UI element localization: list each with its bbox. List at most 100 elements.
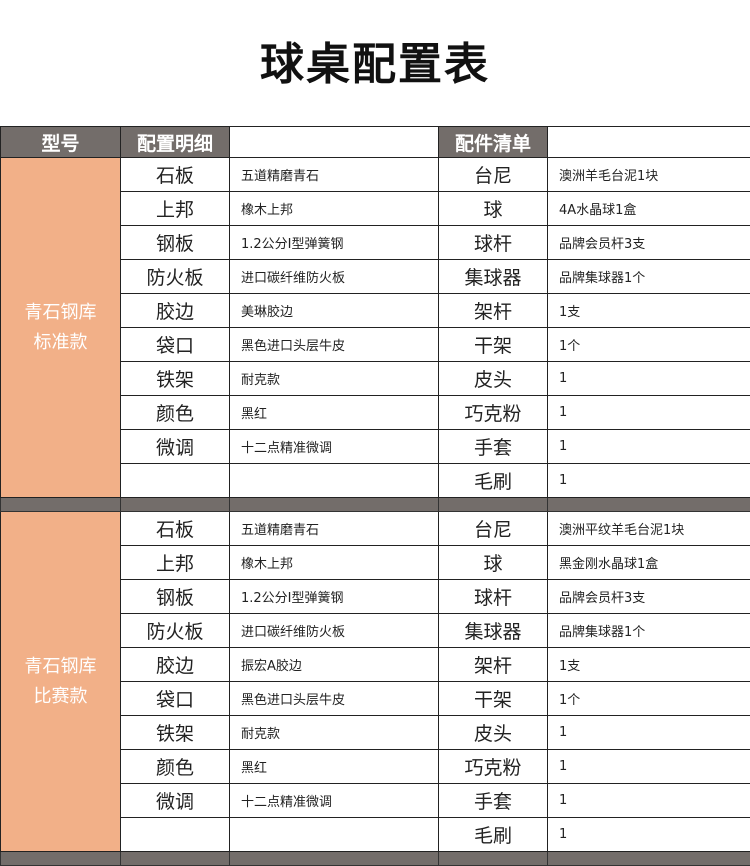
accessory-desc: 1个 bbox=[548, 682, 750, 716]
config-desc: 十二点精准微调 bbox=[230, 784, 439, 818]
accessory-item: 球杆 bbox=[439, 226, 548, 260]
config-desc: 黑色进口头层牛皮 bbox=[230, 682, 439, 716]
accessory-desc: 1 bbox=[548, 430, 750, 464]
accessory-item: 球 bbox=[439, 546, 548, 580]
accessory-desc: 品牌集球器1个 bbox=[548, 614, 750, 648]
accessory-desc: 1 bbox=[548, 464, 750, 498]
config-item: 上邦 bbox=[121, 546, 230, 580]
header-model: 型号 bbox=[1, 127, 121, 158]
accessory-item: 巧克粉 bbox=[439, 750, 548, 784]
accessory-desc: 1支 bbox=[548, 294, 750, 328]
config-desc: 耐克款 bbox=[230, 716, 439, 750]
header-row: 型号 配置明细 配件清单 bbox=[1, 127, 750, 158]
config-desc: 振宏A胶边 bbox=[230, 648, 439, 682]
accessory-item: 干架 bbox=[439, 328, 548, 362]
config-item: 防火板 bbox=[121, 614, 230, 648]
config-desc: 进口碳纤维防火板 bbox=[230, 260, 439, 294]
config-item: 铁架 bbox=[121, 362, 230, 396]
accessory-item: 集球器 bbox=[439, 614, 548, 648]
separator-cell bbox=[1, 852, 121, 866]
accessory-item: 台尼 bbox=[439, 512, 548, 546]
config-item bbox=[121, 818, 230, 852]
accessory-item: 巧克粉 bbox=[439, 396, 548, 430]
config-item: 钢板 bbox=[121, 580, 230, 614]
config-desc: 黑色进口头层牛皮 bbox=[230, 328, 439, 362]
accessory-item: 架杆 bbox=[439, 648, 548, 682]
config-item: 胶边 bbox=[121, 648, 230, 682]
accessory-item: 台尼 bbox=[439, 158, 548, 192]
accessory-desc: 1 bbox=[548, 362, 750, 396]
accessory-desc: 1 bbox=[548, 396, 750, 430]
accessory-desc: 1支 bbox=[548, 648, 750, 682]
accessory-item: 毛刷 bbox=[439, 818, 548, 852]
model-cell: 青石钢库比赛款 bbox=[1, 512, 121, 852]
accessory-item: 皮头 bbox=[439, 716, 548, 750]
model-name: 青石钢库 bbox=[25, 656, 97, 677]
config-desc: 五道精磨青石 bbox=[230, 512, 439, 546]
accessory-desc: 1个 bbox=[548, 328, 750, 362]
config-desc: 五道精磨青石 bbox=[230, 158, 439, 192]
accessory-desc: 品牌集球器1个 bbox=[548, 260, 750, 294]
accessory-item: 皮头 bbox=[439, 362, 548, 396]
page-title: 球桌配置表 bbox=[0, 28, 750, 92]
header-accessories: 配件清单 bbox=[439, 127, 548, 158]
config-desc: 美琳胶边 bbox=[230, 294, 439, 328]
section-separator bbox=[1, 498, 750, 512]
header-blank bbox=[548, 127, 750, 158]
accessory-item: 手套 bbox=[439, 430, 548, 464]
accessory-desc: 黑金刚水晶球1盒 bbox=[548, 546, 750, 580]
accessory-desc: 澳洲羊毛台泥1块 bbox=[548, 158, 750, 192]
accessory-desc: 1 bbox=[548, 716, 750, 750]
config-item: 防火板 bbox=[121, 260, 230, 294]
config-item: 颜色 bbox=[121, 750, 230, 784]
config-item: 胶边 bbox=[121, 294, 230, 328]
separator-cell bbox=[439, 852, 548, 866]
accessory-desc: 4A水晶球1盒 bbox=[548, 192, 750, 226]
config-desc: 1.2公分I型弹簧钢 bbox=[230, 580, 439, 614]
header-config: 配置明细 bbox=[121, 127, 230, 158]
config-desc: 进口碳纤维防火板 bbox=[230, 614, 439, 648]
header-blank bbox=[230, 127, 439, 158]
section-separator bbox=[1, 852, 750, 866]
config-item bbox=[121, 464, 230, 498]
config-desc: 黑红 bbox=[230, 750, 439, 784]
table-row: 青石钢库标准款石板五道精磨青石台尼澳洲羊毛台泥1块 bbox=[1, 158, 750, 192]
config-item: 微调 bbox=[121, 430, 230, 464]
accessory-item: 球 bbox=[439, 192, 548, 226]
config-item: 袋口 bbox=[121, 328, 230, 362]
separator-cell bbox=[1, 498, 121, 512]
separator-cell bbox=[548, 498, 750, 512]
config-item: 微调 bbox=[121, 784, 230, 818]
config-desc: 橡木上邦 bbox=[230, 546, 439, 580]
accessory-desc: 1 bbox=[548, 818, 750, 852]
accessory-item: 球杆 bbox=[439, 580, 548, 614]
config-desc: 橡木上邦 bbox=[230, 192, 439, 226]
separator-cell bbox=[230, 852, 439, 866]
config-item: 上邦 bbox=[121, 192, 230, 226]
separator-cell bbox=[121, 852, 230, 866]
accessory-desc: 品牌会员杆3支 bbox=[548, 580, 750, 614]
config-desc: 1.2公分I型弹簧钢 bbox=[230, 226, 439, 260]
model-variant: 比赛款 bbox=[34, 686, 88, 707]
config-desc bbox=[230, 818, 439, 852]
model-variant: 标准款 bbox=[34, 332, 88, 353]
accessory-desc: 澳洲平纹羊毛台泥1块 bbox=[548, 512, 750, 546]
separator-cell bbox=[121, 498, 230, 512]
accessory-desc: 1 bbox=[548, 750, 750, 784]
table-row: 青石钢库比赛款石板五道精磨青石台尼澳洲平纹羊毛台泥1块 bbox=[1, 512, 750, 546]
accessory-desc: 品牌会员杆3支 bbox=[548, 226, 750, 260]
accessory-item: 毛刷 bbox=[439, 464, 548, 498]
accessory-item: 手套 bbox=[439, 784, 548, 818]
config-desc: 十二点精准微调 bbox=[230, 430, 439, 464]
config-table: 型号 配置明细 配件清单 青石钢库标准款石板五道精磨青石台尼澳洲羊毛台泥1块上邦… bbox=[0, 126, 750, 866]
config-item: 颜色 bbox=[121, 396, 230, 430]
config-desc bbox=[230, 464, 439, 498]
separator-cell bbox=[548, 852, 750, 866]
model-name: 青石钢库 bbox=[25, 302, 97, 323]
model-cell: 青石钢库标准款 bbox=[1, 158, 121, 498]
accessory-item: 集球器 bbox=[439, 260, 548, 294]
config-item: 钢板 bbox=[121, 226, 230, 260]
accessory-item: 干架 bbox=[439, 682, 548, 716]
config-item: 石板 bbox=[121, 512, 230, 546]
config-item: 袋口 bbox=[121, 682, 230, 716]
